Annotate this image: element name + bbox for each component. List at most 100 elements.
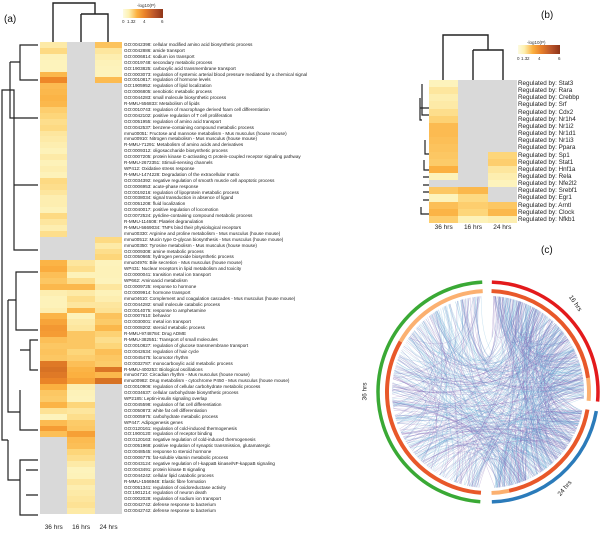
heatmap-cell [487, 108, 517, 117]
heatmap-cell [67, 419, 95, 426]
chord-link [392, 403, 571, 442]
chord-link [416, 312, 543, 457]
chord-link [527, 305, 582, 372]
chord-link [410, 397, 584, 449]
chord-link [471, 327, 560, 487]
chord-link [393, 410, 529, 480]
chord-link [536, 357, 578, 472]
row-label: Regulated by: Ppara [518, 144, 576, 152]
heatmap-cell [67, 443, 95, 450]
chord-link [400, 300, 459, 433]
chord-link [392, 366, 424, 388]
heatmap-cell [67, 112, 95, 119]
chord-link [404, 385, 584, 440]
heatmap-cell [94, 419, 123, 426]
chord-link [392, 378, 473, 487]
heatmap-cell [94, 89, 123, 96]
heatmap-cell [94, 384, 123, 391]
inner-arc-unique [491, 488, 510, 495]
row-label: Regulated by: Srebf1 [518, 187, 578, 195]
heatmap-cell [40, 484, 68, 491]
chord-link [543, 336, 569, 445]
heatmap-cell [40, 449, 68, 456]
chord-link [408, 360, 579, 447]
heatmap-cell [40, 307, 68, 314]
row-label: mmu04710: Circadian rhythm - Mus musculu… [124, 372, 250, 378]
heatmap-cell [67, 47, 95, 55]
chord-link [513, 299, 571, 442]
chord-link [417, 343, 571, 458]
heatmap-cell [487, 187, 517, 195]
chord-link [547, 336, 578, 429]
heatmap-cell [67, 384, 95, 391]
chord-link [442, 449, 552, 478]
chord-link [405, 310, 539, 442]
chord-link [401, 349, 539, 474]
row-label: GO:0120161: regulation of cold-induced t… [124, 425, 237, 431]
heatmap-cell [40, 59, 68, 66]
chord-link [528, 306, 579, 424]
chord-link [496, 346, 573, 488]
heatmap-cell [40, 331, 68, 338]
chord-link [540, 426, 573, 455]
heatmap-cell [94, 230, 123, 237]
row-label: GO:0044282: small molecule catabolic pro… [124, 301, 221, 307]
heatmap-cell [40, 431, 68, 438]
chord-link [440, 438, 564, 476]
chord-link [460, 300, 584, 398]
chord-link [411, 333, 562, 454]
chord-link [414, 320, 447, 455]
chord-link [522, 307, 553, 464]
heatmap-cell [40, 83, 68, 90]
chord-link [392, 401, 542, 473]
inner-arc-unique [398, 289, 483, 343]
chord-link [547, 352, 583, 376]
chord-link [454, 334, 566, 483]
row-label: GO:0042742: defense response to bacteriu… [124, 508, 216, 514]
chord-link [455, 450, 471, 486]
heatmap-cell [67, 460, 95, 468]
row-label: GO:0014075: response to amphetamine [124, 307, 206, 313]
row-label: WP412: Oxidative stress response [124, 165, 195, 171]
heatmap-cell [67, 160, 95, 167]
chord-link [462, 296, 500, 361]
chord-link [402, 299, 515, 437]
heatmap-cell [94, 154, 123, 161]
chord-link [548, 355, 582, 374]
dendrogram-columns-a [52, 2, 109, 42]
chord-link [458, 441, 535, 484]
chord-link [392, 388, 431, 461]
heatmap-cell [40, 496, 68, 503]
chord-link [526, 304, 566, 449]
chord-link [449, 296, 501, 363]
chord-link [525, 303, 528, 481]
heatmap-cell [94, 254, 123, 261]
chord-link [502, 297, 578, 359]
heatmap-cell [40, 425, 68, 432]
heatmap-cell [94, 472, 123, 479]
chord-link [511, 438, 553, 483]
chord-link [417, 437, 477, 488]
row-label: GO:0000041: transition metal ion transpo… [124, 272, 211, 278]
chord-link [494, 395, 584, 488]
chord-link [392, 331, 563, 393]
row-label: GO:0009308: amine metabolic process [124, 248, 204, 254]
chord-link [500, 296, 584, 397]
chord-link [541, 340, 574, 437]
chord-link [535, 315, 580, 422]
heatmap-cell [67, 407, 95, 414]
heatmap-cell [40, 236, 68, 243]
chord-link [550, 366, 584, 389]
heatmap-cell [40, 337, 68, 344]
chord-link [393, 331, 563, 394]
chord-link [433, 435, 559, 472]
heatmap-cell [40, 230, 68, 237]
chord-link [462, 299, 583, 411]
row-label: GO:0050873: white fat cell differentiati… [124, 407, 207, 413]
chord-link [539, 332, 564, 469]
segment-arc-16hrs [491, 280, 600, 402]
chord-link [422, 311, 443, 463]
heatmap-cell [67, 165, 95, 173]
chord-link [393, 375, 582, 414]
chord-link [392, 401, 581, 420]
